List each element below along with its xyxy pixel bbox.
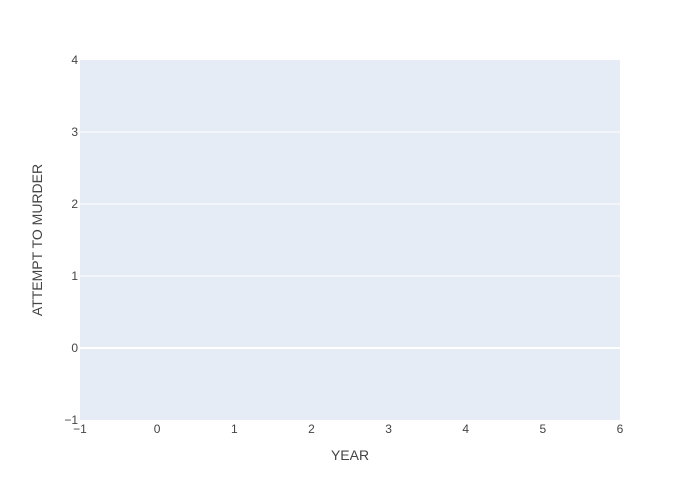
plot-area <box>80 60 620 420</box>
y-tick-label: 2 <box>71 197 78 211</box>
y-tick-label: −1 <box>64 413 78 427</box>
x-axis-ticks: −1 0 1 2 3 4 5 6 <box>73 422 624 436</box>
x-tick-label: 1 <box>231 422 238 436</box>
y-axis-title: ATTEMPT TO MURDER <box>29 164 45 316</box>
x-tick-label: 0 <box>154 422 161 436</box>
x-tick-label: 5 <box>540 422 547 436</box>
y-tick-label: 3 <box>71 125 78 139</box>
y-axis-ticks: −1 0 1 2 3 4 <box>64 53 78 427</box>
y-tick-label: 1 <box>71 269 78 283</box>
x-tick-label: 6 <box>617 422 624 436</box>
x-axis-title: YEAR <box>331 447 369 463</box>
grid-lines <box>80 131 620 349</box>
x-tick-label: 2 <box>308 422 315 436</box>
y-tick-label: 0 <box>71 341 78 355</box>
x-tick-label: 3 <box>385 422 392 436</box>
x-tick-label: −1 <box>73 422 87 436</box>
y-tick-label: 4 <box>71 53 78 67</box>
x-tick-label: 4 <box>462 422 469 436</box>
